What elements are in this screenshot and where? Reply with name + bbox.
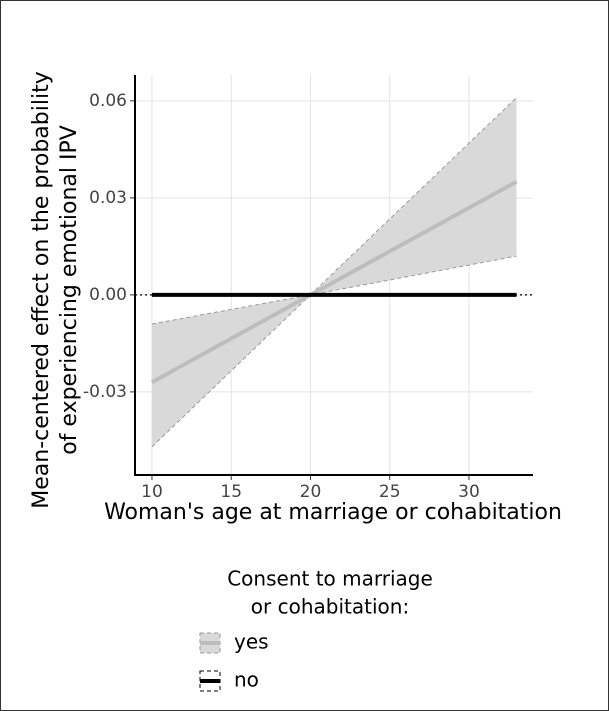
x-tick-label: 25 bbox=[379, 482, 401, 502]
x-tick-label: 20 bbox=[300, 482, 322, 502]
y-axis-title: of experiencing emotional IPV bbox=[57, 125, 82, 455]
legend-title: Consent to marriage bbox=[227, 567, 433, 591]
y-tick-label: 0.00 bbox=[89, 285, 127, 305]
legend-label: yes bbox=[234, 630, 269, 654]
x-tick-label: 30 bbox=[458, 482, 480, 502]
x-tick-label: 10 bbox=[141, 482, 163, 502]
y-axis-title: Mean-centered effect on the probability bbox=[29, 71, 54, 509]
legend-label: no bbox=[234, 668, 259, 692]
y-tick-label: -0.03 bbox=[83, 382, 127, 402]
legend-item: no bbox=[199, 668, 259, 692]
x-tick-label: 15 bbox=[220, 482, 242, 502]
legend-title: or cohabitation: bbox=[251, 595, 409, 619]
y-tick-label: 0.06 bbox=[89, 91, 127, 111]
x-axis-title: Woman's age at marriage or cohabitation bbox=[104, 500, 562, 525]
legend-item: yes bbox=[199, 630, 269, 654]
y-tick-label: 0.03 bbox=[89, 188, 127, 208]
